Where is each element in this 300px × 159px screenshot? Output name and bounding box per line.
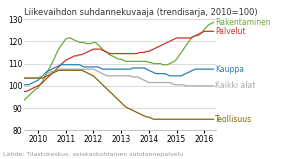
Text: Teollisuus: Teollisuus — [215, 115, 252, 124]
Text: Kauppa: Kauppa — [215, 65, 244, 74]
Text: Rakentaminen: Rakentaminen — [215, 18, 271, 27]
Text: Kaikki alat: Kaikki alat — [215, 81, 255, 90]
Text: Liikevaihdon suhdannekuvaaja (trendisarja, 2010=100): Liikevaihdon suhdannekuvaaja (trendisarj… — [24, 8, 258, 17]
Text: Lähde: Tilastokeskus, asiakaskohtainen suhdannepalvelu: Lähde: Tilastokeskus, asiakaskohtainen s… — [3, 152, 183, 157]
Text: Palvelut: Palvelut — [215, 27, 245, 36]
